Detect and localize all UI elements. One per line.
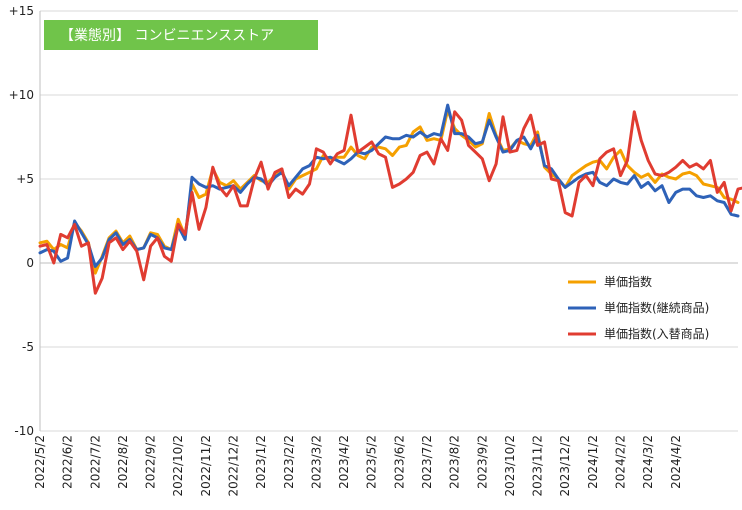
x-tick-labels: 2022/5/2 2022/6/2 2022/7/2 2022/8/2 2022/9/2… xyxy=(33,435,683,497)
x-tick-label: 2022/12/2 xyxy=(227,435,241,497)
x-tick-label: 2022/11/2 xyxy=(199,435,213,497)
y-tick-label: +5 xyxy=(16,172,34,186)
y-tick-labels: +15 +10 +5 0 -5 -10 xyxy=(9,4,34,438)
x-tick-label: 2023/5/2 xyxy=(365,435,379,489)
series-lines xyxy=(38,103,742,295)
gridlines xyxy=(40,10,738,432)
series-line-2 xyxy=(38,110,742,295)
y-tick-label: -10 xyxy=(14,424,34,438)
x-tick-label: 2024/3/2 xyxy=(641,435,655,489)
x-tick-label: 2024/4/2 xyxy=(669,435,683,489)
x-tick-label: 2022/8/2 xyxy=(116,435,130,489)
x-tick-label: 2023/1/2 xyxy=(254,435,268,489)
title-badge-background xyxy=(44,20,318,50)
x-tick-label: 2023/7/2 xyxy=(420,435,434,489)
x-tick-label: 2023/3/2 xyxy=(309,435,323,489)
y-tick-label: -5 xyxy=(22,340,34,354)
x-tick-label: 2023/11/2 xyxy=(531,435,545,497)
x-tick-label: 2022/9/2 xyxy=(144,435,158,489)
x-tick-label: 2024/1/2 xyxy=(586,435,600,489)
x-tick-label: 2023/9/2 xyxy=(475,435,489,489)
title-badge: 【業態別】 コンビニエンスストア xyxy=(44,20,318,50)
x-tick-label: 2022/6/2 xyxy=(61,435,75,489)
y-tick-label: 0 xyxy=(26,256,34,270)
x-tick-label: 2023/8/2 xyxy=(448,435,462,489)
axes xyxy=(39,11,738,431)
x-tick-label: 2022/7/2 xyxy=(88,435,102,489)
x-tick-label: 2022/5/2 xyxy=(33,435,47,489)
x-tick-label: 2024/2/2 xyxy=(614,435,628,489)
chart-title: 【業態別】 コンビニエンスストア xyxy=(60,28,274,44)
legend-label-1: 単価指数(継続商品) xyxy=(604,300,709,315)
x-tick-label: 2022/10/2 xyxy=(171,435,185,497)
series-line-0 xyxy=(38,108,740,275)
x-tick-label: 2023/4/2 xyxy=(337,435,351,489)
x-tick-label: 2023/10/2 xyxy=(503,435,517,497)
x-tick-label: 2023/2/2 xyxy=(282,435,296,489)
y-tick-label: +15 xyxy=(9,4,34,18)
x-tick-label: 2023/6/2 xyxy=(392,435,406,489)
y-tick-label: +10 xyxy=(9,88,34,102)
x-tick-label: 2023/12/2 xyxy=(558,435,572,497)
legend-label-0: 単価指数 xyxy=(604,274,652,289)
legend-label-2: 単価指数(入替商品) xyxy=(604,326,709,341)
